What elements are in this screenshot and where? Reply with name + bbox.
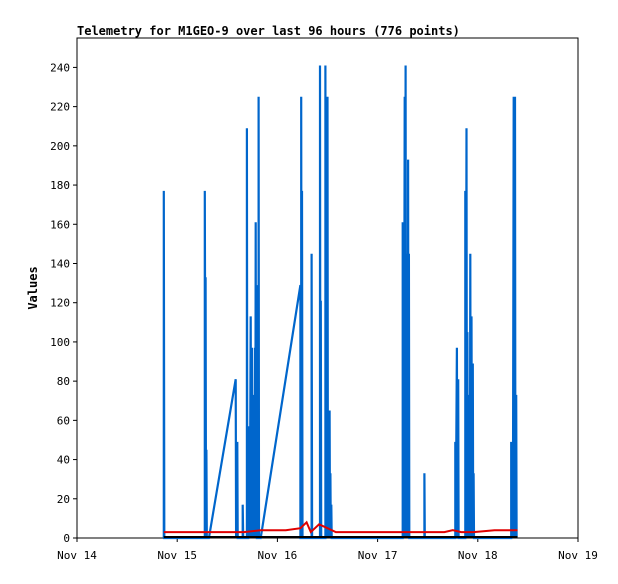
series-line-0: [162, 65, 518, 540]
y-tick-label: 160: [50, 218, 70, 231]
y-tick-label: 180: [50, 179, 70, 192]
x-tick-label: Nov 14: [57, 549, 97, 562]
y-tick-label: 60: [57, 414, 70, 427]
y-tick-label: 140: [50, 257, 70, 270]
y-tick-label: 0: [63, 532, 70, 545]
y-tick-label: 120: [50, 297, 70, 310]
y-tick-label: 220: [50, 101, 70, 114]
chart-title: Telemetry for M1GEO-9 over last 96 hours…: [77, 24, 460, 38]
y-tick-label: 40: [57, 454, 70, 467]
series-line-1: [163, 520, 518, 534]
x-tick-label: Nov 15: [157, 549, 197, 562]
y-tick-label: 100: [50, 336, 70, 349]
y-tick-label: 240: [50, 61, 70, 74]
series-layer: [162, 65, 518, 540]
x-tick-label: Nov 18: [458, 549, 498, 562]
x-tick-label: Nov 17: [358, 549, 398, 562]
y-tick-label: 200: [50, 140, 70, 153]
x-axis: Nov 14 Nov 15 Nov 16 Nov 17 Nov 18 Nov 19: [57, 538, 598, 562]
y-axis: 0 20 40 60 80 100 120 140 160 180 200 220 240: [50, 61, 77, 545]
x-tick-label: Nov 19: [558, 549, 598, 562]
x-tick-label: Nov 16: [258, 549, 298, 562]
y-axis-title: Values: [26, 266, 40, 309]
y-tick-label: 80: [57, 375, 70, 388]
y-tick-label: 20: [57, 493, 70, 506]
